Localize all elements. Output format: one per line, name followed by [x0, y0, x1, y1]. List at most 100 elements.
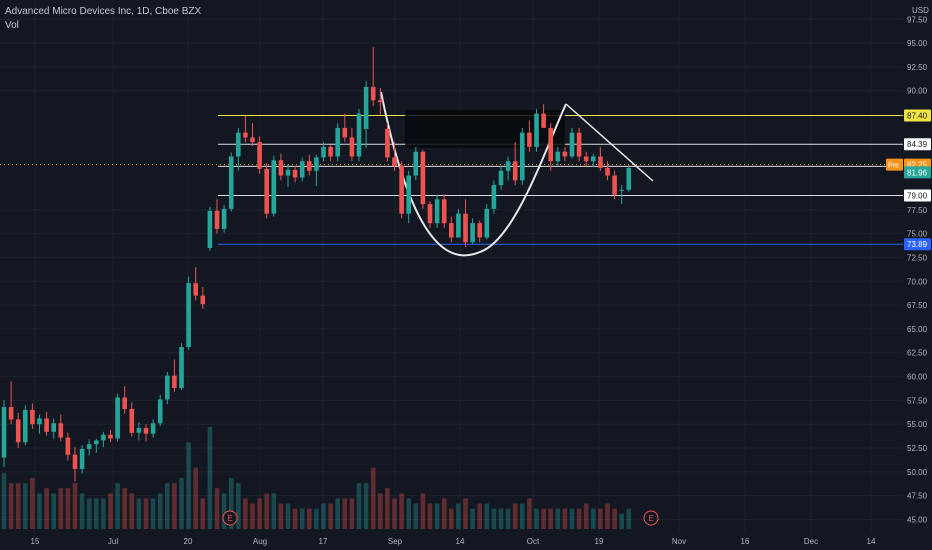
candle-body[interactable] — [15, 419, 21, 443]
candle-body[interactable] — [150, 423, 156, 434]
candle-body[interactable] — [335, 127, 340, 157]
candle-body[interactable] — [65, 437, 71, 455]
candle-body[interactable] — [527, 132, 532, 147]
candle-body[interactable] — [406, 175, 411, 214]
candle-body[interactable] — [583, 156, 589, 162]
candle-body[interactable] — [342, 127, 348, 138]
candle-body[interactable] — [399, 166, 404, 214]
candle-body[interactable] — [427, 204, 433, 224]
shaded-zone[interactable] — [405, 109, 565, 148]
candle-body[interactable] — [491, 185, 497, 209]
candle-body[interactable] — [264, 168, 269, 214]
candle-body[interactable] — [172, 375, 177, 388]
cup-curve[interactable] — [380, 91, 567, 257]
candle-body[interactable] — [143, 428, 149, 434]
candle-body[interactable] — [385, 128, 390, 158]
candle-body[interactable] — [363, 86, 369, 129]
earnings-marker-label: E — [648, 514, 653, 523]
candle-body[interactable] — [250, 137, 255, 143]
candle-body[interactable] — [257, 142, 262, 169]
candle-body[interactable] — [79, 448, 85, 469]
candle-body[interactable] — [378, 100, 383, 103]
candle-body[interactable] — [221, 208, 227, 229]
candle-body[interactable] — [8, 407, 14, 420]
candle-body[interactable] — [619, 189, 624, 191]
candle-body[interactable] — [562, 151, 568, 157]
candle-body[interactable] — [569, 132, 575, 157]
downtrend-line[interactable] — [565, 103, 654, 182]
candle-body[interactable] — [598, 156, 603, 168]
candle-body[interactable] — [498, 170, 504, 186]
candle-body[interactable] — [321, 146, 326, 158]
candle-body[interactable] — [51, 423, 56, 432]
candle-body[interactable] — [122, 397, 127, 409]
candle-body[interactable] — [129, 408, 135, 433]
candle-body[interactable] — [534, 113, 539, 147]
candle-body[interactable] — [101, 434, 106, 441]
candle-body[interactable] — [605, 167, 610, 176]
candle-body[interactable] — [271, 160, 277, 214]
candle-body[interactable] — [612, 175, 617, 195]
candle-body[interactable] — [136, 428, 142, 433]
candle-body[interactable] — [157, 399, 163, 424]
candle-body[interactable] — [392, 157, 397, 167]
candle-body[interactable] — [23, 409, 28, 443]
candle-body[interactable] — [236, 132, 241, 157]
candle-body[interactable] — [37, 418, 42, 425]
candle-body[interactable] — [349, 137, 355, 157]
candle-body[interactable] — [30, 409, 35, 425]
candle-body[interactable] — [413, 151, 419, 176]
candle-body[interactable] — [370, 86, 376, 101]
candle-body[interactable] — [484, 208, 490, 238]
candle-body[interactable] — [512, 161, 518, 181]
candle-body[interactable] — [505, 161, 511, 171]
candle-body[interactable] — [441, 199, 447, 224]
candle-body[interactable] — [108, 434, 113, 439]
candle-body[interactable] — [44, 418, 49, 432]
candle-body[interactable] — [576, 132, 582, 157]
earnings-marker-icon[interactable] — [222, 510, 238, 526]
candle-body[interactable] — [165, 375, 170, 400]
candle-body[interactable] — [420, 151, 426, 205]
candle-body[interactable] — [94, 440, 99, 445]
candle-body[interactable] — [193, 283, 198, 296]
candle-body[interactable] — [86, 444, 92, 449]
candles[interactable] — [1, 46, 632, 482]
candle-body[interactable] — [477, 223, 482, 238]
candle-body[interactable] — [278, 160, 284, 176]
candle-body[interactable] — [115, 397, 120, 439]
candle-body[interactable] — [200, 295, 206, 305]
candle-body[interactable] — [186, 283, 191, 348]
candle-body[interactable] — [207, 210, 213, 248]
candle-body[interactable] — [228, 156, 234, 209]
price-axis-panel[interactable] — [903, 0, 932, 550]
candle-body[interactable] — [434, 199, 440, 224]
candle-body[interactable] — [243, 132, 248, 138]
candle-body[interactable] — [214, 210, 220, 229]
candle-body[interactable] — [463, 213, 468, 243]
candle-body[interactable] — [555, 151, 561, 162]
y-tick-label: 67.50 — [907, 301, 928, 310]
candle-body[interactable] — [1, 407, 7, 458]
candle-body[interactable] — [58, 423, 64, 438]
candle-body[interactable] — [285, 169, 291, 176]
candle-body[interactable] — [470, 223, 475, 243]
candle-body[interactable] — [72, 454, 78, 469]
candle-body[interactable] — [299, 161, 305, 178]
earnings-marker-icon[interactable] — [643, 510, 659, 526]
candle-body[interactable] — [520, 132, 525, 181]
candle-body[interactable] — [307, 161, 312, 171]
candle-body[interactable] — [314, 157, 319, 171]
candle-body[interactable] — [591, 156, 596, 162]
candle-body[interactable] — [456, 213, 461, 238]
candle-body[interactable] — [541, 113, 546, 128]
candle-body[interactable] — [292, 169, 298, 178]
candle-body[interactable] — [356, 113, 362, 157]
candle-body[interactable] — [626, 167, 632, 190]
candle-body[interactable] — [328, 146, 333, 157]
candle-body[interactable] — [449, 223, 454, 238]
candle-body[interactable] — [179, 347, 184, 388]
candle-body[interactable] — [548, 127, 553, 162]
